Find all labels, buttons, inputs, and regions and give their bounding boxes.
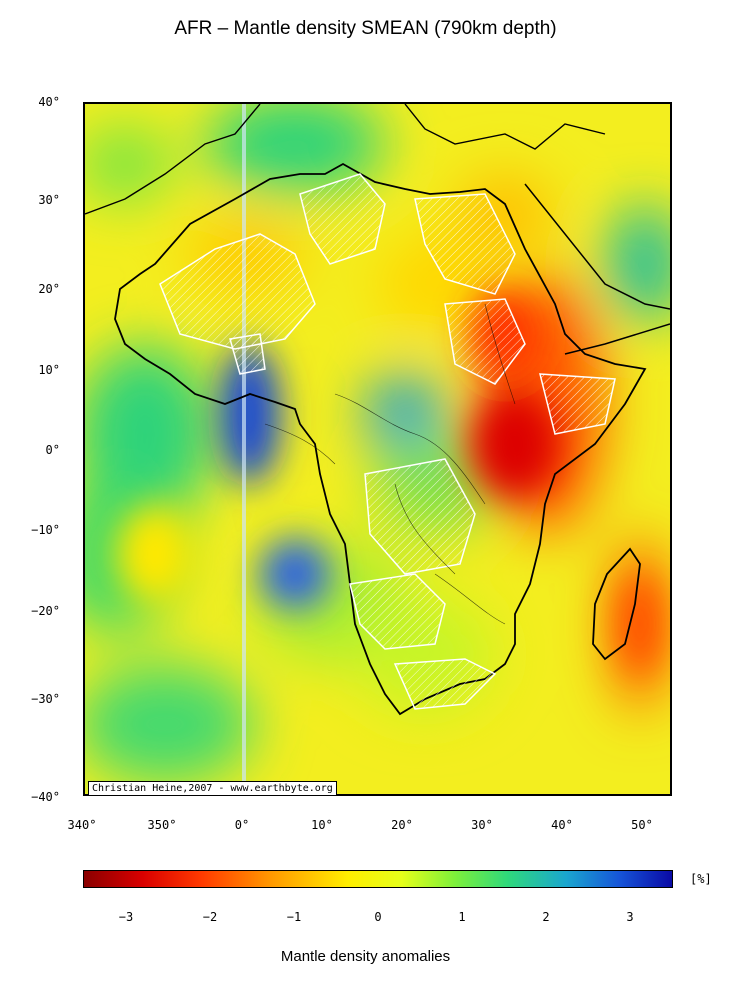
lat-label-neg10: −10° (31, 523, 60, 537)
lon-label-30: 30° (471, 818, 493, 832)
credit-label: Christian Heine,2007 - www.earthbyte.org (88, 781, 337, 796)
map-title: AFR – Mantle density SMEAN (790km depth) (174, 18, 557, 39)
lon-label-0: 0° (234, 818, 250, 832)
lon-label-10: 10° (311, 818, 333, 832)
rivers (264, 303, 516, 625)
colorbar-tick: 2 (542, 910, 550, 924)
lat-label-10: 10° (38, 363, 60, 377)
colorbar-tick: −2 (202, 910, 218, 924)
colorbar-tick: −3 (118, 910, 134, 924)
europe-coastline (85, 104, 606, 215)
density-map (83, 102, 672, 796)
lon-label-50: 50° (631, 818, 653, 832)
lon-label-40: 40° (551, 818, 573, 832)
lat-label-30: 30° (38, 193, 60, 207)
lat-label-neg40: −40° (31, 790, 60, 804)
madagascar-coastline (592, 547, 641, 661)
lon-label-340: 340° (67, 818, 97, 832)
lon-label-20: 20° (391, 818, 413, 832)
colorbar-tick: 3 (626, 910, 634, 924)
lat-label-0: 0° (45, 443, 60, 457)
africa-coastline (114, 162, 647, 716)
craton-outlines (159, 173, 616, 710)
colorbar (83, 870, 673, 888)
map-canvas (85, 104, 670, 794)
lat-label-neg30: −30° (31, 692, 60, 706)
lat-label-20: 20° (38, 282, 60, 296)
lat-label-40: 40° (38, 95, 60, 109)
meridian-line (242, 104, 246, 794)
lat-label-neg20: −20° (31, 604, 60, 618)
colorbar-unit: [%] (690, 872, 712, 886)
lon-label-350: 350° (147, 818, 177, 832)
arabia-coastline (524, 183, 670, 355)
colorbar-label: Mantle density anomalies (280, 948, 451, 965)
colorbar-tick: 1 (458, 910, 466, 924)
colorbar-tick: −1 (286, 910, 302, 924)
colorbar-tick: 0 (374, 910, 382, 924)
